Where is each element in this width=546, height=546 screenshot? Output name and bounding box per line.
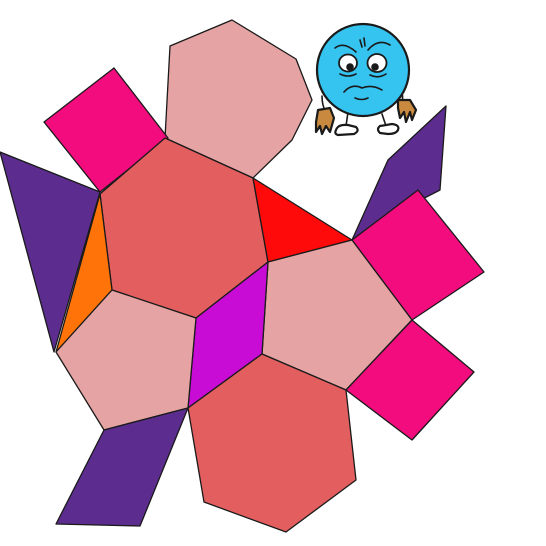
right-eyebrow: [367, 41, 391, 51]
eye-bags: [339, 73, 387, 78]
bottom-left-parallelogram[interactable]: [55, 407, 189, 527]
left-eyebrow: [334, 44, 357, 53]
mascot-body: [315, 22, 411, 118]
top-left-square[interactable]: [43, 67, 169, 193]
right-pupil: [371, 63, 379, 71]
worried-blue-ball-mascot: [314, 22, 418, 137]
left-parallelogram[interactable]: [0, 151, 101, 353]
worried-mouth: [343, 85, 383, 93]
right-hand: [396, 98, 418, 124]
right-shoe: [376, 122, 400, 136]
top-pentagon[interactable]: [164, 19, 313, 179]
left-hand: [314, 106, 336, 136]
puzzle-pieces: [0, 19, 485, 533]
right-square-lower[interactable]: [345, 319, 475, 441]
left-pupil: [346, 63, 354, 71]
brow-crease: [359, 37, 366, 48]
left-shoe: [334, 123, 359, 137]
chin-crease: [354, 97, 369, 101]
